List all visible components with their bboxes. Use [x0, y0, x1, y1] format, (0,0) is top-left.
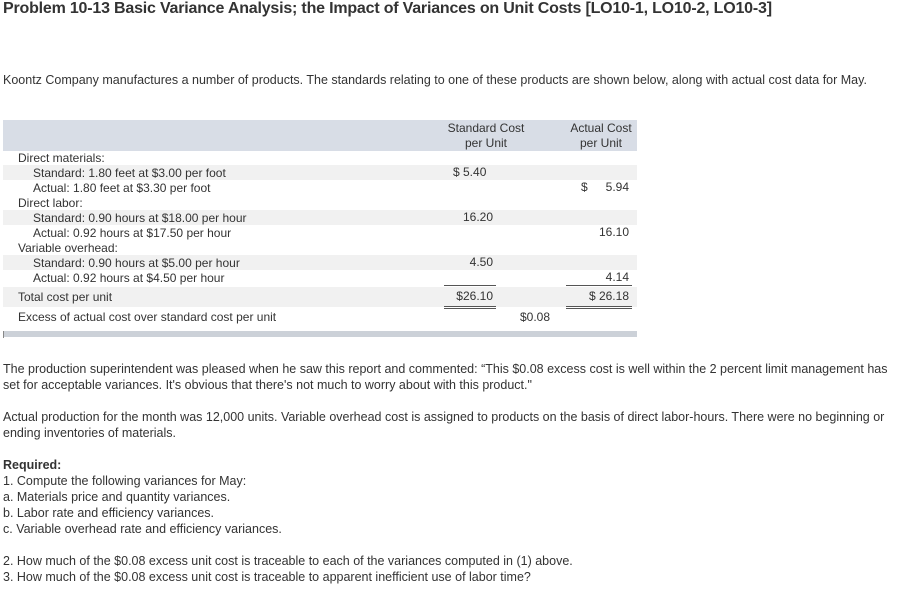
- dl-actual-label: Actual: 0.92 hours at $17.50 per hour: [33, 226, 232, 240]
- dm-standard-label: Standard: 1.80 feet at $3.00 per foot: [33, 166, 226, 180]
- production-paragraph: Actual production for the month was 12,0…: [3, 410, 885, 440]
- excess-cost-label: Excess of actual cost over standard cost…: [18, 310, 277, 324]
- table-header-band: [3, 120, 637, 151]
- cost-table: Standard Cost per Unit Actual Cost per Uni…: [3, 120, 637, 338]
- voh-standard-value: 4.50: [469, 255, 493, 269]
- dl-standard-value: 16.20: [462, 210, 493, 224]
- dm-actual-value: 5.94: [605, 180, 629, 194]
- subtotal-rule: [566, 285, 632, 286]
- total-cost-label: Total cost per unit: [18, 290, 113, 304]
- question-item: 2. How much of the $0.08 excess unit cos…: [3, 554, 573, 568]
- page-title: Problem 10-13 Basic Variance Analysis; t…: [3, 0, 772, 17]
- standard-cost-header: Standard Cost per Unit: [447, 121, 525, 150]
- actual-cost-header: Actual Cost per Unit: [570, 121, 632, 150]
- total-double-rule: [444, 306, 496, 309]
- required-item: a. Materials price and quantity variance…: [3, 490, 231, 504]
- required-item: b. Labor rate and efficiency variances.: [3, 506, 215, 520]
- required-section: Required: 1. Compute the following varia…: [3, 457, 891, 537]
- total-standard-value: $26.10: [456, 289, 493, 303]
- direct-materials-label: Direct materials:: [18, 151, 105, 165]
- questions-section: 2. How much of the $0.08 excess unit cos…: [3, 553, 891, 585]
- total-actual-value: $ 26.18: [588, 289, 629, 303]
- table-footer-edge: [3, 331, 4, 338]
- superintendent-comment: The production superintendent was please…: [3, 362, 888, 392]
- dm-standard-value: $ 5.40: [453, 165, 487, 179]
- excess-cost-value: $0.08: [520, 310, 551, 324]
- required-item: c. Variable overhead rate and efficiency…: [3, 522, 282, 536]
- required-heading: Required:: [3, 458, 62, 472]
- variable-overhead-label: Variable overhead:: [18, 241, 118, 255]
- table-footer-band: [3, 331, 637, 337]
- voh-actual-value: 4.14: [605, 270, 629, 284]
- dm-actual-dollar: $: [581, 180, 588, 194]
- row-band: [3, 255, 637, 270]
- row-band: [3, 165, 637, 180]
- dm-actual-label: Actual: 1.80 feet at $3.30 per foot: [33, 181, 211, 195]
- intro-paragraph: Koontz Company manufactures a number of …: [3, 73, 867, 87]
- subtotal-rule: [444, 285, 496, 286]
- dl-standard-label: Standard: 0.90 hours at $18.00 per hour: [33, 211, 247, 225]
- required-item: 1. Compute the following variances for M…: [3, 474, 247, 488]
- dl-actual-value: 16.10: [598, 225, 629, 239]
- question-item: 3. How much of the $0.08 excess unit cos…: [3, 570, 531, 584]
- row-band: [3, 210, 637, 225]
- total-double-rule: [566, 306, 632, 309]
- row-band: [3, 287, 637, 307]
- direct-labor-label: Direct labor:: [18, 196, 83, 210]
- voh-standard-label: Standard: 0.90 hours at $5.00 per hour: [33, 256, 240, 270]
- voh-actual-label: Actual: 0.92 hours at $4.50 per hour: [33, 271, 225, 285]
